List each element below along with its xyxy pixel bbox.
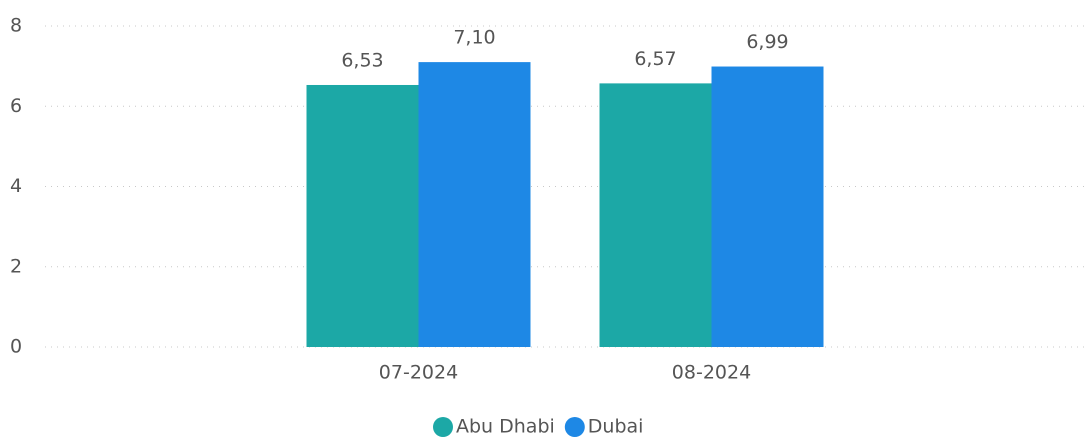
y-tick-label: 6 [10, 95, 22, 117]
value-label: 7,10 [453, 27, 495, 49]
value-label: 6,53 [341, 49, 383, 71]
y-tick-label: 4 [10, 175, 22, 197]
y-tick-label: 8 [10, 15, 22, 37]
x-tick-label: 07-2024 [379, 362, 458, 384]
bar [599, 83, 712, 347]
legend-swatch [433, 417, 453, 437]
y-tick-label: 2 [10, 255, 22, 277]
y-tick-label: 0 [10, 336, 22, 358]
x-tick-label: 08-2024 [672, 362, 751, 384]
legend-label: Abu Dhabi [456, 416, 555, 437]
bar [711, 66, 824, 348]
bar [418, 62, 531, 348]
value-label: 6,99 [746, 31, 788, 53]
bar [306, 84, 419, 347]
legend-swatch [564, 417, 585, 437]
value-label: 6,57 [634, 48, 676, 70]
legend-label: Dubai [588, 416, 644, 437]
